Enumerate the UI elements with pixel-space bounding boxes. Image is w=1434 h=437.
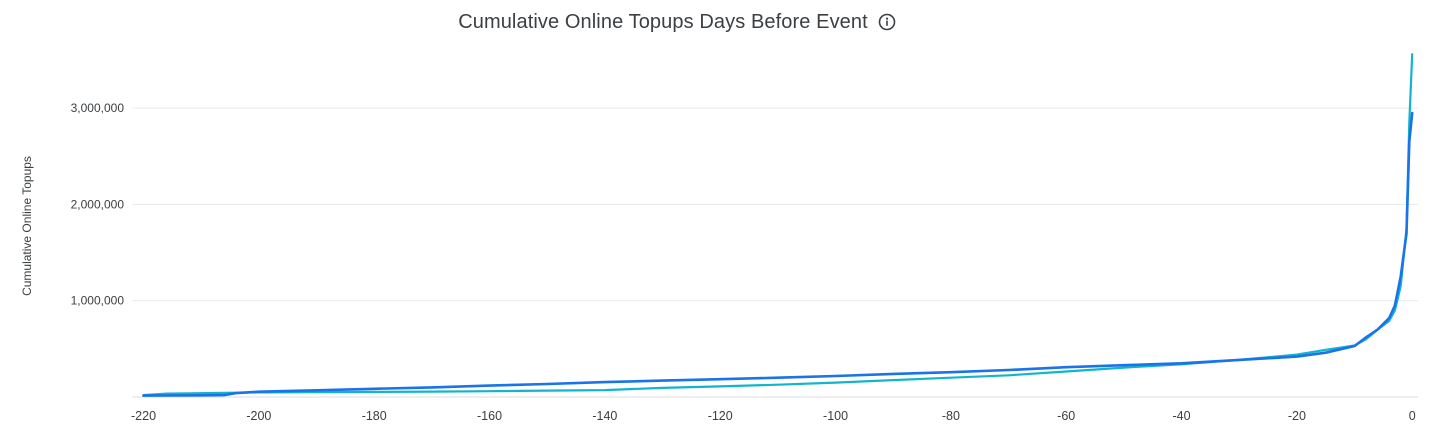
y-tick-label: 2,000,000	[71, 197, 125, 211]
series-line-1[interactable]	[142, 53, 1414, 397]
x-tick-label: -200	[246, 409, 271, 423]
x-tick-label: -80	[942, 409, 960, 423]
y-tick-label: 3,000,000	[71, 101, 125, 115]
x-tick-label: -20	[1288, 409, 1306, 423]
x-tick-label: -140	[592, 409, 617, 423]
x-tick-label: -120	[708, 409, 733, 423]
x-tick-label: -160	[477, 409, 502, 423]
y-tick-label: 1,000,000	[71, 294, 125, 308]
series-lines	[142, 53, 1414, 397]
y-axis-ticks: 1,000,000 2,000,000 3,000,000	[71, 101, 125, 308]
series-line-2[interactable]	[142, 111, 1414, 397]
x-axis-ticks: -220 -200 -180 -160 -140 -120 -100 -80 -60 -40 -20…	[131, 409, 1416, 423]
x-tick-label: 0	[1409, 409, 1416, 423]
info-icon[interactable]	[878, 13, 896, 31]
chart-title: Cumulative Online Topups Days Before Eve…	[458, 10, 868, 33]
x-tick-label: -100	[823, 409, 848, 423]
grid-lines	[132, 107, 1418, 398]
x-tick-label: -40	[1173, 409, 1191, 423]
x-tick-label: -180	[362, 409, 387, 423]
chart-title-row: Cumulative Online Topups Days Before Eve…	[0, 8, 1354, 36]
x-tick-label: -60	[1057, 409, 1075, 423]
x-tick-label: -220	[131, 409, 156, 423]
y-axis-label: Cumulative Online Topups	[20, 156, 34, 296]
